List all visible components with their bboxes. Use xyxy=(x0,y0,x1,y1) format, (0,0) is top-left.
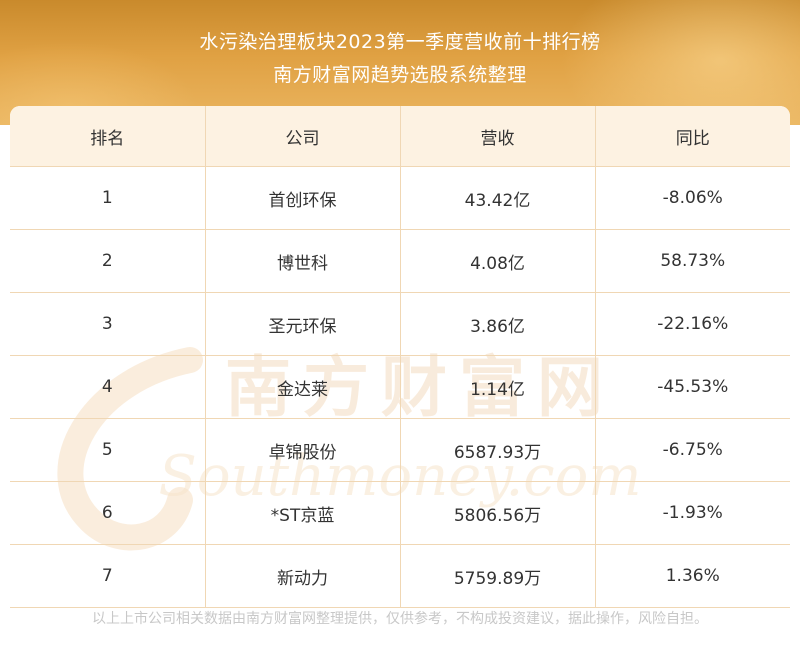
cell-rank: 2 xyxy=(10,229,206,293)
column-header-rank: 排名 xyxy=(10,106,206,167)
cell-rank: 3 xyxy=(10,292,206,356)
cell-yoy: -22.16% xyxy=(595,292,790,356)
cell-yoy: 1.36% xyxy=(595,544,790,608)
column-header-yoy: 同比 xyxy=(595,106,790,167)
page-title: 水污染治理板块2023第一季度营收前十排行榜 xyxy=(199,31,601,53)
table-row: 4 金达莱 1.14亿 -45.53% xyxy=(10,355,790,419)
cell-company: 新动力 xyxy=(205,544,401,608)
cell-company: 卓锦股份 xyxy=(205,418,401,482)
header-banner: 水污染治理板块2023第一季度营收前十排行榜 南方财富网趋势选股系统整理 xyxy=(0,0,800,125)
cell-rank: 6 xyxy=(10,481,206,545)
cell-yoy: -6.75% xyxy=(595,418,790,482)
column-header-company: 公司 xyxy=(205,106,401,167)
cell-rank: 5 xyxy=(10,418,206,482)
footer-disclaimer: 以上上市公司相关数据由南方财富网整理提供，仅供参考，不构成投资建议，据此操作，风… xyxy=(92,611,708,627)
table-row: 3 圣元环保 3.86亿 -22.16% xyxy=(10,292,790,356)
cell-rank: 4 xyxy=(10,355,206,419)
cell-company: 圣元环保 xyxy=(205,292,401,356)
cell-revenue: 43.42亿 xyxy=(400,166,596,230)
cell-yoy: 58.73% xyxy=(595,229,790,293)
cell-revenue: 6587.93万 xyxy=(400,418,596,482)
cell-revenue: 5759.89万 xyxy=(400,544,596,608)
table-row: 5 卓锦股份 6587.93万 -6.75% xyxy=(10,418,790,482)
table-row: 1 首创环保 43.42亿 -8.06% xyxy=(10,166,790,230)
table-row: 6 *ST京蓝 5806.56万 -1.93% xyxy=(10,481,790,545)
page-subtitle: 南方财富网趋势选股系统整理 xyxy=(273,64,527,86)
cell-revenue: 1.14亿 xyxy=(400,355,596,419)
table-row: 7 新动力 5759.89万 1.36% xyxy=(10,544,790,608)
table-header-row: 排名 公司 营收 同比 xyxy=(10,106,790,167)
cell-company: 金达莱 xyxy=(205,355,401,419)
cell-yoy: -45.53% xyxy=(595,355,790,419)
revenue-ranking-table: 排名 公司 营收 同比 1 首创环保 43.42亿 -8.06% 2 博世科 4… xyxy=(10,106,790,608)
cell-company: *ST京蓝 xyxy=(205,481,401,545)
cell-company: 首创环保 xyxy=(205,166,401,230)
column-header-revenue: 营收 xyxy=(400,106,596,167)
cell-rank: 1 xyxy=(10,166,206,230)
table-row: 2 博世科 4.08亿 58.73% xyxy=(10,229,790,293)
header-glow xyxy=(560,0,800,125)
cell-revenue: 3.86亿 xyxy=(400,292,596,356)
cell-revenue: 4.08亿 xyxy=(400,229,596,293)
cell-yoy: -1.93% xyxy=(595,481,790,545)
cell-yoy: -8.06% xyxy=(595,166,790,230)
cell-company: 博世科 xyxy=(205,229,401,293)
cell-rank: 7 xyxy=(10,544,206,608)
cell-revenue: 5806.56万 xyxy=(400,481,596,545)
